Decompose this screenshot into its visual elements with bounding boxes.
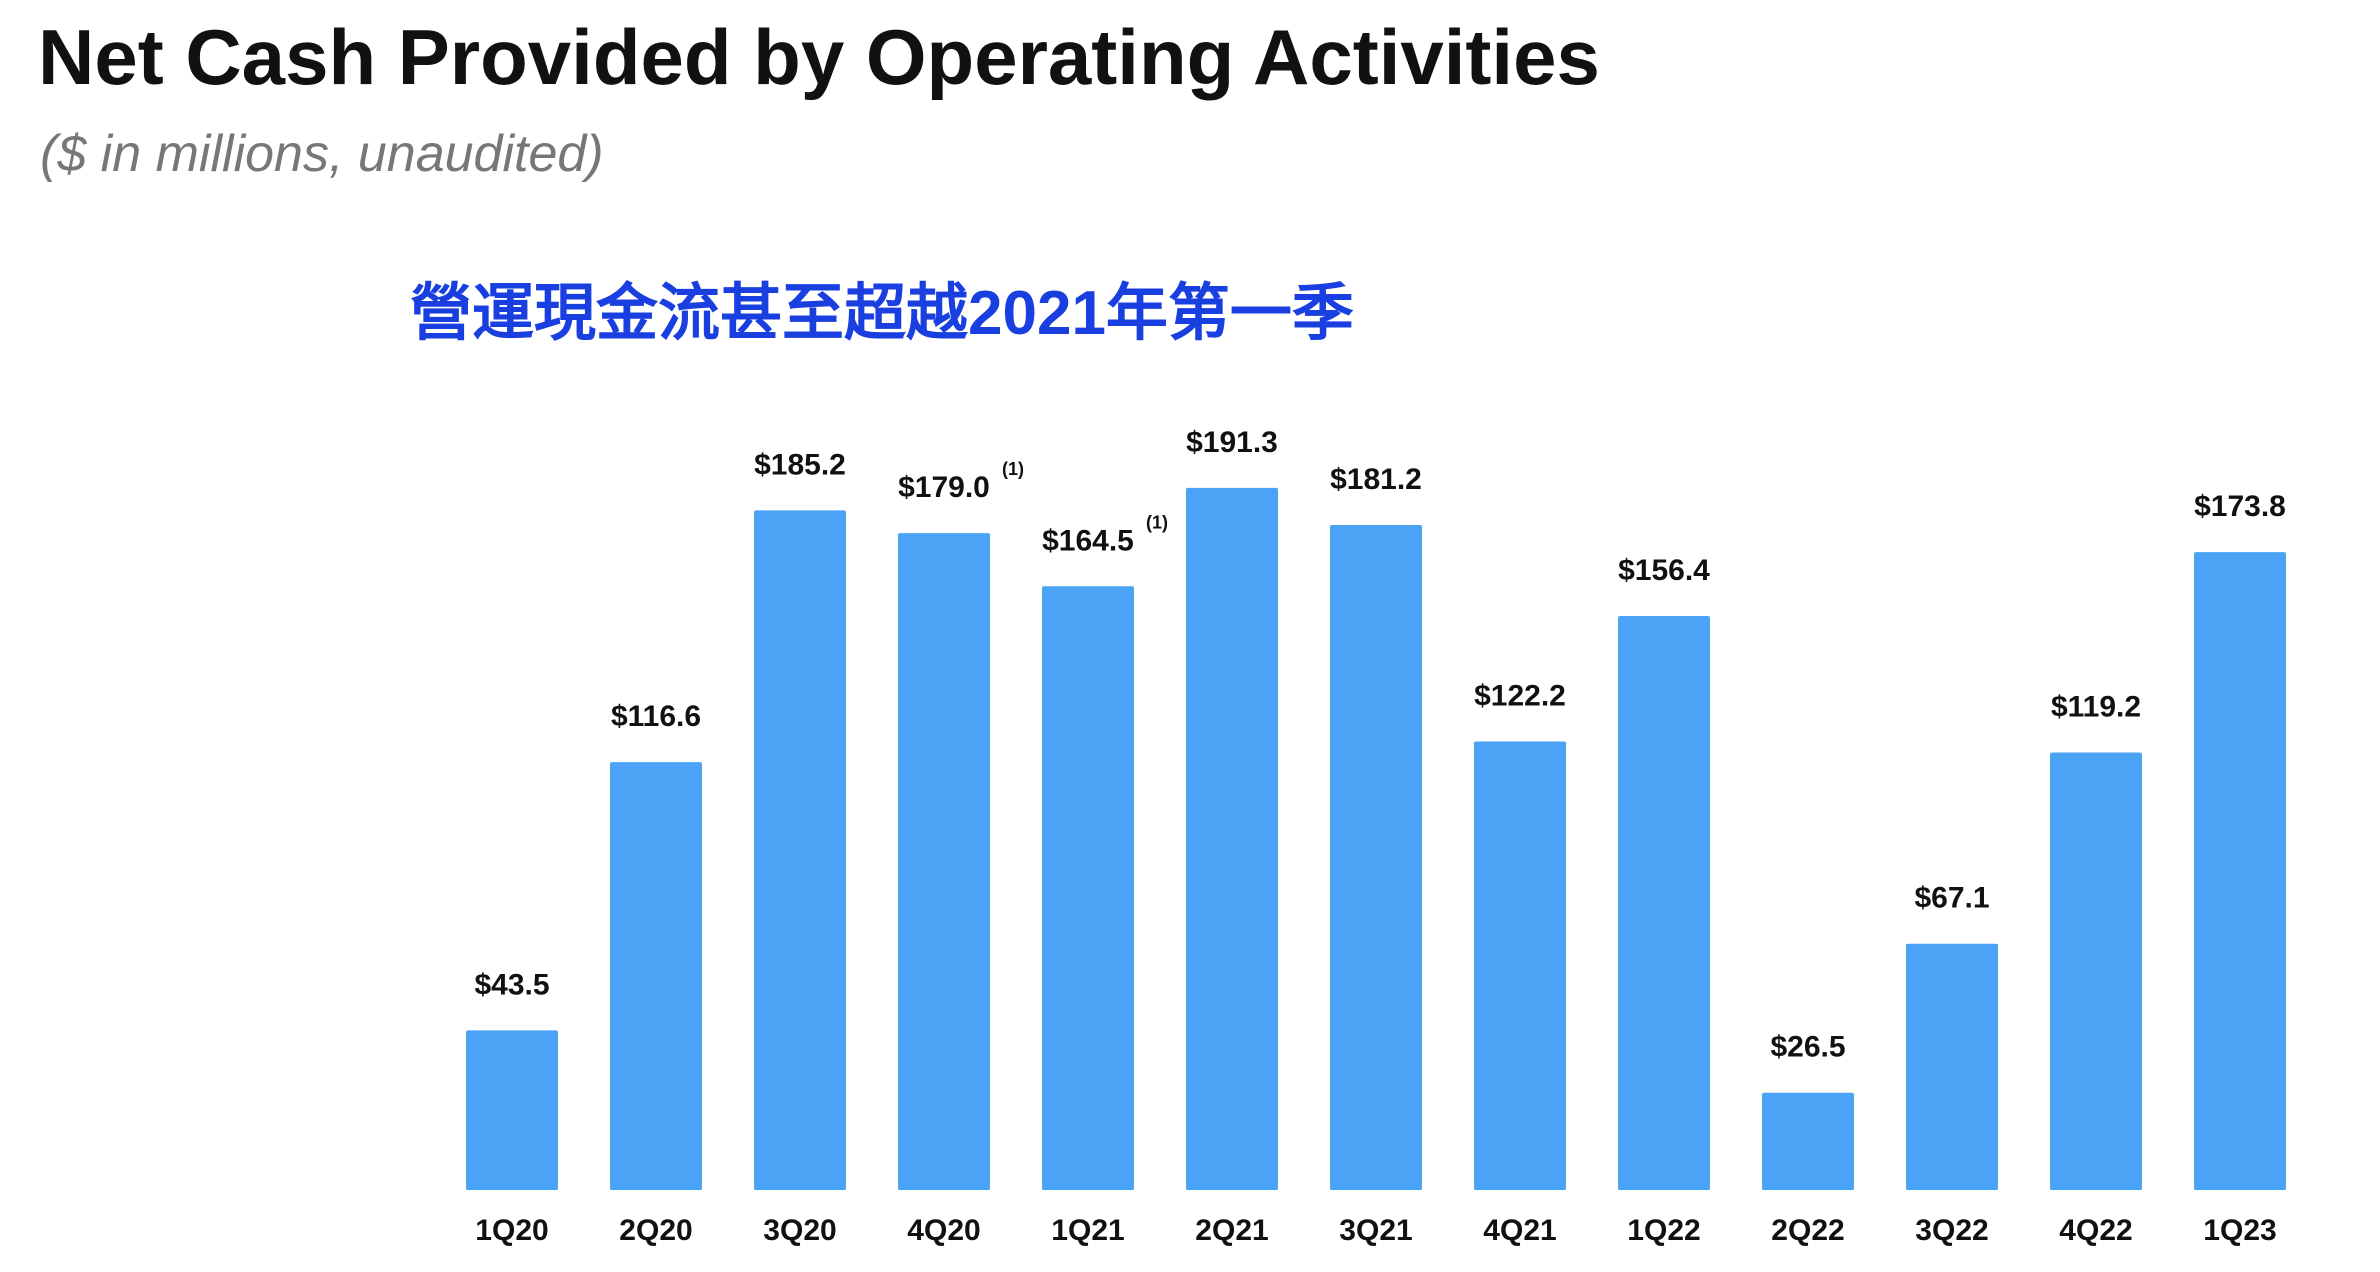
value-label-1Q23: $173.8 (2194, 490, 2286, 523)
category-label-3Q21: 3Q21 (1339, 1214, 1412, 1247)
category-label-1Q21: 1Q21 (1051, 1214, 1124, 1247)
bar-2Q21 (1186, 487, 1278, 1191)
chart-subtitle: ($ in millions, unaudited) (40, 125, 604, 183)
bar-1Q23 (2194, 552, 2286, 1190)
value-label-4Q20: $179.0 (898, 471, 990, 504)
chinese-annotation: 營運現金流甚至超越2021年第一季 (410, 279, 1354, 348)
value-label-1Q21: $164.5 (1042, 524, 1134, 557)
category-label-2Q21: 2Q21 (1195, 1214, 1268, 1247)
category-label-1Q20: 1Q20 (475, 1214, 548, 1247)
footnote-marker-1Q21: (1) (1146, 512, 1168, 532)
bar-2Q22 (1762, 1092, 1854, 1190)
bar-4Q21 (1474, 741, 1566, 1190)
category-label-3Q20: 3Q20 (763, 1214, 836, 1247)
footnote-marker-4Q20: (1) (1002, 459, 1024, 479)
value-label-4Q21: $122.2 (1474, 680, 1566, 713)
bar-3Q20 (754, 510, 846, 1190)
category-label-4Q20: 4Q20 (907, 1214, 980, 1247)
bar-1Q21 (1042, 586, 1134, 1190)
bar-2Q20 (610, 762, 702, 1190)
category-label-2Q22: 2Q22 (1771, 1214, 1844, 1247)
value-label-3Q20: $185.2 (754, 448, 846, 481)
category-label-3Q22: 3Q22 (1915, 1214, 1988, 1247)
value-label-3Q21: $181.2 (1330, 463, 1422, 496)
category-label-4Q22: 4Q22 (2059, 1214, 2132, 1247)
value-label-2Q22: $26.5 (1770, 1031, 1845, 1064)
bar-3Q22 (1906, 943, 1998, 1190)
bar-4Q20 (898, 533, 990, 1190)
category-label-2Q20: 2Q20 (619, 1214, 692, 1247)
category-label-1Q23: 1Q23 (2203, 1214, 2276, 1247)
bar-4Q22 (2050, 752, 2142, 1190)
category-label-1Q22: 1Q22 (1627, 1214, 1700, 1247)
bar-3Q21 (1330, 524, 1422, 1190)
category-label-4Q21: 4Q21 (1483, 1214, 1556, 1247)
bar-1Q20 (466, 1030, 558, 1190)
value-label-1Q20: $43.5 (474, 968, 549, 1001)
value-label-2Q20: $116.6 (611, 700, 701, 733)
value-label-2Q21: $191.3 (1186, 426, 1278, 459)
value-label-1Q22: $156.4 (1618, 554, 1710, 587)
chart-title: Net Cash Provided by Operating Activitie… (38, 13, 1600, 101)
value-label-3Q22: $67.1 (1914, 882, 1989, 915)
value-label-4Q22: $119.2 (2051, 691, 2141, 724)
bar-1Q22 (1618, 616, 1710, 1190)
